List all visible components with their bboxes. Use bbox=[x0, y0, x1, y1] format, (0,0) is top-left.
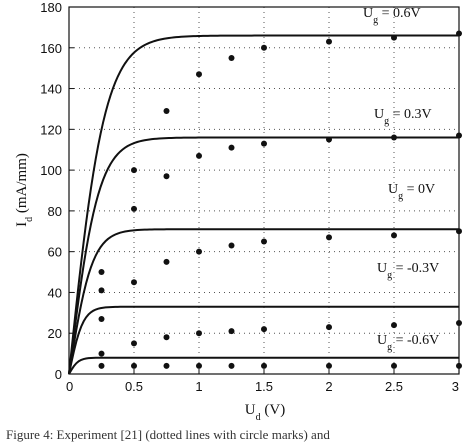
axis-ticks: 0 0.5 1 1.5 2 2.5 3 0 20 40 60 80 100 120 140 160 180 bbox=[40, 0, 460, 394]
gate-voltage-label: Ug = 0V bbox=[388, 182, 435, 202]
experiment-point bbox=[228, 328, 235, 335]
experiment-point bbox=[163, 173, 170, 180]
grid bbox=[69, 7, 459, 374]
gate-voltage-labels: Ug = 0.6V Ug = 0.3V Ug = 0V Ug = -0.3V Ug = … bbox=[363, 6, 439, 353]
experiment-point bbox=[391, 362, 397, 369]
experiment-point bbox=[456, 30, 462, 37]
gate-voltage-label: Ug = 0.6V bbox=[363, 6, 421, 26]
x-axis-label: Ud (V) bbox=[245, 402, 285, 423]
gate-voltage-label: Ug = -0.3V bbox=[377, 261, 439, 281]
experiment-point bbox=[196, 71, 202, 78]
y-axis-label: Id (mA/mm) bbox=[14, 153, 35, 227]
experiment-point bbox=[228, 242, 235, 249]
experiment-point bbox=[98, 362, 105, 369]
y-tick-label: 180 bbox=[40, 0, 62, 15]
y-tick-label: 100 bbox=[40, 163, 62, 178]
figure-caption: Figure 4: Experiment [21] (dotted lines … bbox=[6, 427, 330, 442]
experiment-point bbox=[131, 205, 137, 212]
simulation-curves bbox=[68, 34, 459, 375]
y-tick-label: 140 bbox=[40, 82, 62, 97]
experiment-point bbox=[228, 362, 235, 369]
experiment-point bbox=[261, 44, 267, 51]
experiment-point bbox=[98, 350, 105, 357]
experiment-point bbox=[456, 320, 462, 327]
simulation-curve bbox=[68, 356, 459, 375]
experiment-point bbox=[391, 134, 397, 141]
experiment-point bbox=[391, 322, 397, 329]
x-tick-label: 1.5 bbox=[255, 379, 273, 394]
y-tick-label: 20 bbox=[48, 326, 62, 341]
experiment-point bbox=[228, 54, 235, 61]
experiment-point bbox=[391, 232, 397, 239]
experiment-point bbox=[163, 107, 170, 114]
x-tick-label: 0 bbox=[66, 379, 73, 394]
experiment-point bbox=[196, 152, 202, 159]
experiment-point bbox=[163, 334, 170, 341]
experiment-point bbox=[261, 362, 267, 369]
x-tick-label: 2.5 bbox=[385, 379, 403, 394]
experiment-point bbox=[261, 238, 267, 245]
experiment-point bbox=[326, 38, 332, 45]
experiment-point bbox=[131, 167, 137, 174]
experiment-point bbox=[163, 258, 170, 265]
experiment-point bbox=[391, 34, 397, 41]
experiment-point bbox=[131, 279, 137, 286]
experiment-point bbox=[131, 362, 137, 369]
experiment-point bbox=[131, 340, 137, 347]
experiment-point bbox=[261, 326, 267, 333]
experiment-points bbox=[98, 30, 462, 369]
experiment-point bbox=[196, 248, 202, 255]
simulation-curve bbox=[68, 305, 459, 375]
experiment-point bbox=[456, 132, 462, 139]
simulation-curve bbox=[68, 34, 459, 375]
experiment-point bbox=[196, 362, 202, 369]
experiment-point bbox=[456, 228, 462, 235]
experiment-point bbox=[326, 324, 332, 331]
gate-voltage-label: Ug = -0.6V bbox=[377, 333, 439, 353]
y-tick-label: 120 bbox=[40, 122, 62, 137]
y-tick-label: 0 bbox=[55, 367, 62, 382]
experiment-point bbox=[326, 362, 332, 369]
experiment-point bbox=[98, 315, 105, 322]
experiment-point bbox=[261, 140, 267, 147]
simulation-curve bbox=[68, 228, 459, 375]
y-tick-label: 160 bbox=[40, 41, 62, 56]
y-tick-label: 40 bbox=[48, 285, 62, 300]
gate-voltage-label: Ug = 0.3V bbox=[374, 107, 432, 127]
experiment-point bbox=[326, 234, 332, 241]
experiment-point bbox=[228, 144, 235, 151]
experiment-point bbox=[326, 136, 332, 143]
experiment-point bbox=[98, 269, 105, 276]
experiment-point bbox=[456, 362, 462, 369]
experiment-point bbox=[196, 330, 202, 337]
y-tick-label: 60 bbox=[48, 245, 62, 260]
y-tick-label: 80 bbox=[48, 204, 62, 219]
x-tick-label: 1 bbox=[195, 379, 202, 394]
experiment-point bbox=[98, 287, 105, 294]
x-tick-label: 3 bbox=[452, 379, 459, 394]
x-tick-label: 0.5 bbox=[125, 379, 143, 394]
x-tick-label: 2 bbox=[325, 379, 332, 394]
experiment-point bbox=[163, 362, 170, 369]
